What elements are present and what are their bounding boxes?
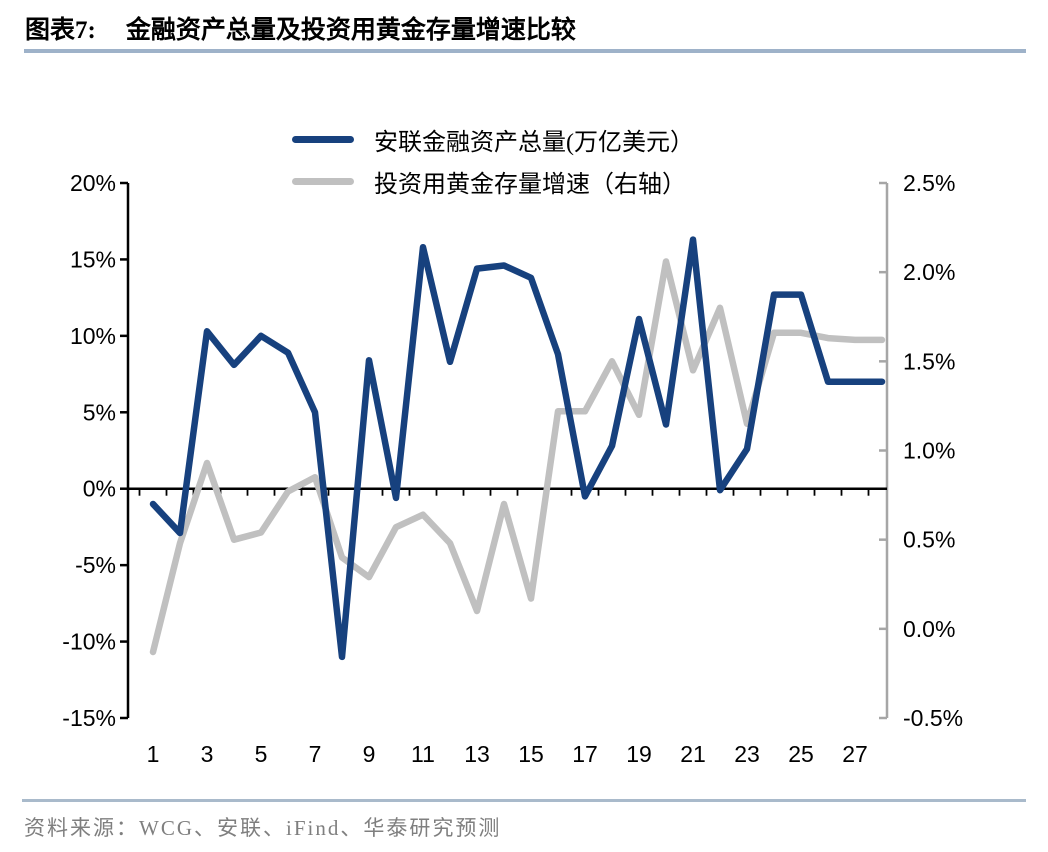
x-axis-tick-label: 21 <box>680 741 706 767</box>
x-axis-tick-label: 13 <box>464 741 490 767</box>
left-axis-tick-label: 20% <box>70 170 116 196</box>
left-axis-tick-label: -5% <box>75 552 116 578</box>
right-axis-tick-label: 1.5% <box>903 348 955 374</box>
left-axis-tick-label: 0% <box>83 476 116 502</box>
x-axis-tick-label: 9 <box>363 741 376 767</box>
x-axis-tick-label: 17 <box>572 741 598 767</box>
x-axis-tick-label: 27 <box>842 741 868 767</box>
x-axis-tick-label: 19 <box>626 741 652 767</box>
legend-label-assets: 安联金融资产总量(万亿美元） <box>374 130 694 156</box>
x-axis-tick-label: 7 <box>309 741 322 767</box>
legend-item-gold: 投资用黄金存量增速（右轴） <box>292 166 694 198</box>
legend: 安联金融资产总量(万亿美元） 投资用黄金存量增速（右轴） <box>292 124 694 198</box>
x-axis-tick-label: 23 <box>734 741 760 767</box>
x-axis-tick-label: 25 <box>788 741 814 767</box>
left-axis-tick-label: -15% <box>62 705 116 731</box>
x-axis-tick-label: 15 <box>518 741 544 767</box>
x-axis-tick-label: 5 <box>255 741 268 767</box>
left-axis-tick-label: 15% <box>70 246 116 272</box>
right-axis-tick-label: 2.0% <box>903 259 955 285</box>
right-axis-tick-label: 1.0% <box>903 438 955 464</box>
chart-title-text: 金融资产总量及投资用黄金存量增速比较 <box>125 17 576 44</box>
source-divider <box>22 799 1026 802</box>
legend-label-gold: 投资用黄金存量增速（右轴） <box>374 172 686 198</box>
chart-title: 图表7: 金融资产总量及投资用黄金存量增速比较 <box>25 10 576 46</box>
left-axis-tick-label: 5% <box>83 399 116 425</box>
right-axis-tick-label: 2.5% <box>903 170 955 196</box>
left-axis-tick-label: -10% <box>62 629 116 655</box>
legend-swatch-gold-icon <box>292 178 354 185</box>
right-axis-tick-label: 0.5% <box>903 527 955 553</box>
x-axis-tick-label: 3 <box>201 741 214 767</box>
chart-title-prefix: 图表7: <box>25 17 96 44</box>
x-axis-tick-label: 11 <box>411 741 435 767</box>
title-underline <box>24 49 1026 53</box>
series-line-assets <box>149 236 886 661</box>
right-axis-tick-label: 0.0% <box>903 616 955 642</box>
legend-item-assets: 安联金融资产总量(万亿美元） <box>292 124 694 156</box>
right-axis-tick-label: -0.5% <box>903 705 963 731</box>
legend-swatch-assets-icon <box>292 136 354 143</box>
left-axis-tick-label: 10% <box>70 323 116 349</box>
x-axis-tick-label: 1 <box>147 741 160 767</box>
source-text: 资料来源：WCG、安联、iFind、华泰研究预测 <box>24 816 502 840</box>
